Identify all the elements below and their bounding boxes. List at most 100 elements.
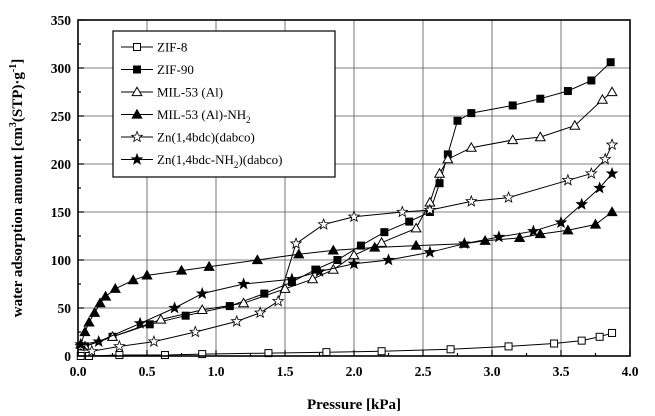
- data-point: [109, 282, 121, 293]
- data-point: [130, 152, 144, 165]
- data-point: [160, 351, 169, 360]
- y-axis-title-part: 3: [8, 122, 19, 127]
- data-point: [585, 166, 598, 179]
- data-point: [198, 350, 207, 359]
- data-point: [561, 173, 575, 186]
- data-point: [237, 297, 250, 308]
- data-point: [181, 311, 190, 320]
- data-point: [536, 94, 545, 103]
- data-point: [356, 241, 365, 250]
- legend-label-main: Zn(1,4bdc)(dabco): [157, 130, 255, 145]
- data-point: [442, 153, 454, 164]
- series-line: [84, 91, 613, 347]
- data-point: [577, 336, 586, 345]
- data-point: [133, 65, 141, 74]
- legend-label-tail: )(dabco): [238, 152, 282, 167]
- y-tick-label: 50: [58, 301, 72, 316]
- series-5: [74, 166, 619, 350]
- legend-label-main: MIL-53 (Al)-NH: [157, 107, 246, 122]
- data-point: [504, 342, 513, 351]
- y-tick-label: 150: [51, 205, 72, 220]
- x-tick-label: 3.0: [484, 364, 501, 379]
- legend-item: Zn(1,4bdc)(dabco): [121, 130, 255, 145]
- x-tick-labels: 0.0 0.5 1.0 1.5 2.0 2.5 3.0 3.5 4.0: [70, 364, 639, 379]
- data-point: [423, 245, 437, 258]
- data-point: [513, 232, 526, 243]
- y-tick-label: 350: [51, 13, 72, 28]
- legend-item: ZIF-90: [121, 62, 194, 77]
- x-axis-title: Pressure [kPa]: [307, 397, 401, 413]
- data-point: [168, 301, 181, 314]
- data-point: [595, 332, 604, 341]
- data-point: [589, 218, 602, 229]
- legend-label-main: ZIF-90: [157, 62, 194, 77]
- data-point: [133, 43, 141, 51]
- axis-ticks: [77, 19, 631, 357]
- data-point: [550, 339, 559, 348]
- data-point: [313, 264, 326, 277]
- x-tick-label: 2.5: [415, 364, 432, 379]
- data-point: [285, 272, 299, 285]
- data-point: [410, 239, 422, 250]
- data-point: [423, 203, 437, 216]
- legend-item: MIL-53 (Al)-NH2: [121, 107, 251, 125]
- legend-box: [112, 30, 336, 178]
- data-point: [433, 167, 446, 178]
- data-point: [382, 253, 395, 266]
- data-point: [195, 286, 209, 299]
- data-point: [575, 197, 589, 210]
- data-point: [85, 344, 99, 357]
- data-point: [230, 314, 244, 327]
- data-point: [327, 244, 339, 255]
- series-line: [84, 61, 612, 347]
- data-point: [507, 134, 519, 145]
- y-tick-label: 200: [51, 157, 72, 172]
- x-tick-label: 2.0: [346, 364, 363, 379]
- legend-item: Zn(1,4bdc-NH2)(dabco): [121, 152, 282, 170]
- data-point: [237, 277, 250, 290]
- data-point: [492, 230, 506, 243]
- data-point: [380, 228, 389, 237]
- data-point: [608, 328, 617, 337]
- y-tick-label: 300: [51, 61, 72, 76]
- data-point: [605, 166, 619, 179]
- data-point: [508, 101, 517, 110]
- data-point: [563, 87, 572, 96]
- series-line: [80, 173, 613, 345]
- data-point: [596, 93, 609, 104]
- data-point: [569, 119, 581, 130]
- data-point: [554, 215, 568, 228]
- y-axis-title-part: -1: [8, 64, 19, 72]
- y-tick-labels: 0 50 100 150 200 250 300 350: [51, 13, 72, 364]
- data-point: [410, 222, 422, 233]
- y-tick-label: 0: [64, 349, 71, 364]
- data-point: [203, 260, 215, 271]
- data-point: [92, 334, 106, 347]
- data-point: [113, 339, 126, 352]
- data-point: [598, 152, 612, 165]
- data-point: [131, 108, 143, 119]
- data-point: [606, 206, 618, 217]
- y-tick-label: 250: [51, 109, 72, 124]
- data-point: [527, 224, 540, 237]
- legend-label-sub: 2: [234, 160, 239, 170]
- data-point: [94, 297, 106, 308]
- legend-item: MIL-53 (Al): [121, 85, 223, 100]
- x-tick-label: 1.0: [208, 364, 225, 379]
- data-point: [115, 351, 124, 360]
- x-tick-label: 1.5: [277, 364, 294, 379]
- x-tick-label: 0.0: [70, 364, 87, 379]
- data-point: [175, 264, 188, 275]
- data-point: [369, 241, 381, 252]
- data-point: [127, 274, 139, 285]
- series-2: [79, 86, 618, 351]
- data-point: [293, 248, 305, 259]
- data-point: [289, 237, 303, 250]
- data-point: [133, 316, 147, 329]
- data-point: [88, 306, 101, 317]
- data-point: [395, 205, 409, 218]
- legend-label-main: Zn(1,4bdc-NH: [157, 152, 234, 167]
- data-point: [377, 347, 386, 356]
- data-point: [347, 210, 361, 223]
